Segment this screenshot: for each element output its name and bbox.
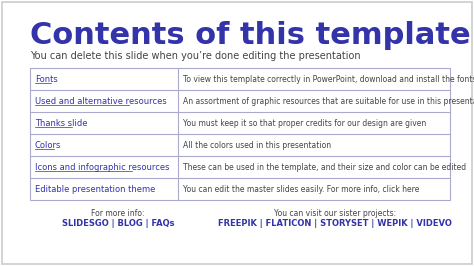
Text: Used and alternative resources: Used and alternative resources [35, 97, 167, 106]
Text: SLIDESGO | BLOG | FAQs: SLIDESGO | BLOG | FAQs [62, 218, 174, 227]
Text: You can edit the master slides easily. For more info, click here: You can edit the master slides easily. F… [183, 185, 419, 193]
Text: An assortment of graphic resources that are suitable for use in this presentatio: An assortment of graphic resources that … [183, 97, 474, 106]
Text: Icons and infographic resources: Icons and infographic resources [35, 163, 170, 172]
Text: FREEPIK | FLATICON | STORYSET | WEPIK | VIDEVO: FREEPIK | FLATICON | STORYSET | WEPIK | … [218, 218, 452, 227]
Text: Thanks slide: Thanks slide [35, 118, 88, 127]
Text: You can delete this slide when you’re done editing the presentation: You can delete this slide when you’re do… [30, 51, 361, 61]
Text: Colors: Colors [35, 140, 61, 149]
Text: You can visit our sister projects:: You can visit our sister projects: [274, 210, 396, 218]
Text: To view this template correctly in PowerPoint, download and install the fonts we: To view this template correctly in Power… [183, 74, 474, 84]
Bar [30, 68, 450, 200]
Text: Contents of this template: Contents of this template [30, 22, 471, 51]
Text: All the colors used in this presentation: All the colors used in this presentation [183, 140, 331, 149]
Text: Fonts: Fonts [35, 74, 58, 84]
Text: For more info:: For more info: [91, 210, 145, 218]
Text: You must keep it so that proper credits for our design are given: You must keep it so that proper credits … [183, 118, 426, 127]
Text: Editable presentation theme: Editable presentation theme [35, 185, 155, 193]
Text: These can be used in the template, and their size and color can be edited: These can be used in the template, and t… [183, 163, 466, 172]
